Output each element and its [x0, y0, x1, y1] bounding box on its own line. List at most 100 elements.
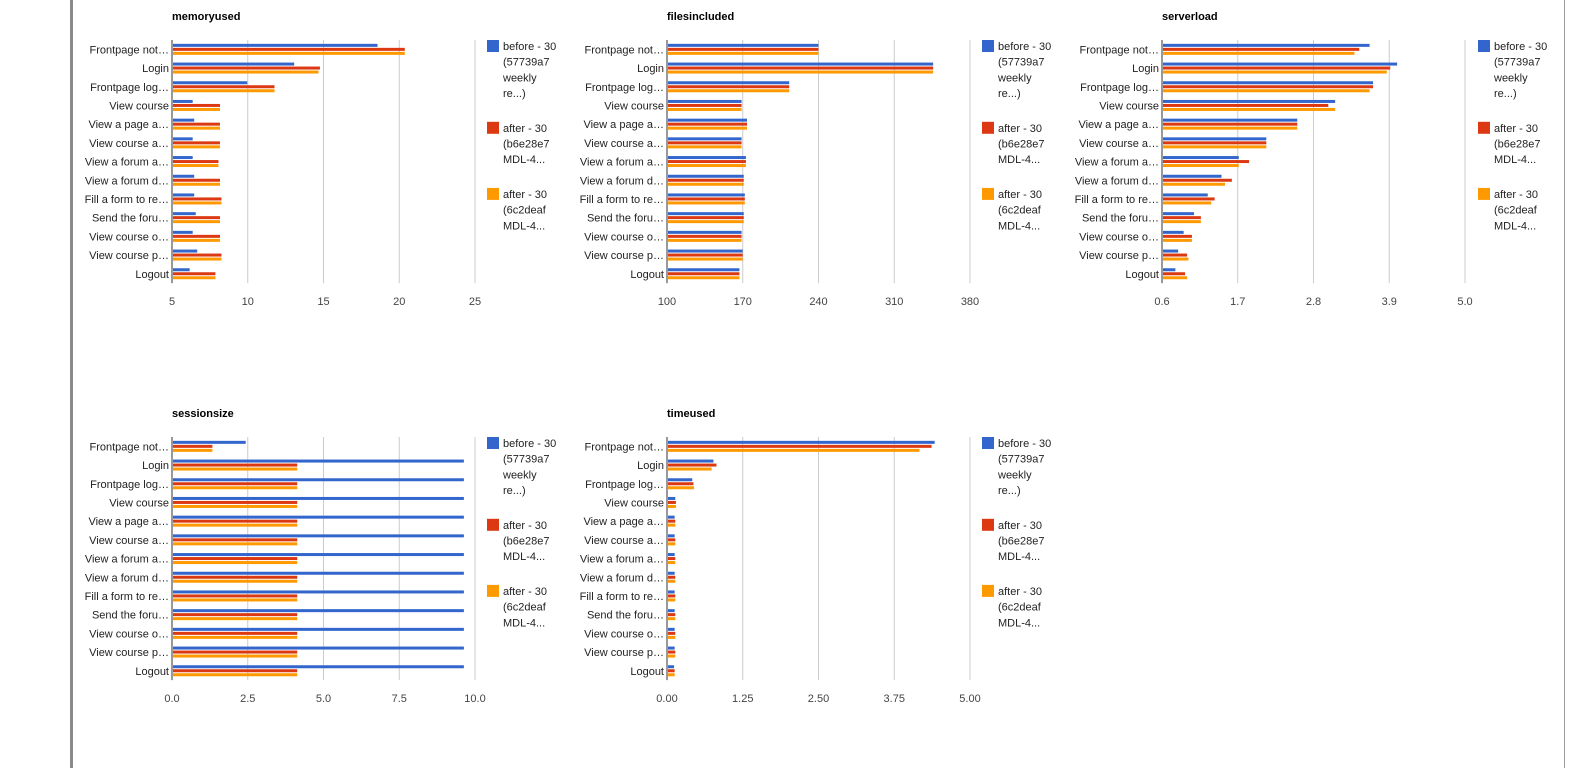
- bar-serverload-s1[interactable]: [1163, 197, 1215, 201]
- bar-memoryused-s0[interactable]: [173, 268, 190, 272]
- bar-timeused-s2[interactable]: [668, 579, 676, 583]
- bar-memoryused-s0[interactable]: [173, 156, 193, 160]
- bar-sessionsize-s1[interactable]: [173, 500, 298, 504]
- bar-timeused-s1[interactable]: [668, 557, 676, 561]
- bar-filesincluded-s2[interactable]: [668, 164, 746, 168]
- bar-serverload-s2[interactable]: [1163, 201, 1212, 205]
- bar-serverload-s2[interactable]: [1163, 182, 1225, 186]
- bar-timeused-s0[interactable]: [668, 590, 675, 594]
- bar-serverload-s1[interactable]: [1163, 122, 1298, 126]
- bar-serverload-s0[interactable]: [1163, 156, 1239, 160]
- bar-serverload-s1[interactable]: [1163, 272, 1186, 276]
- bar-memoryused-s1[interactable]: [173, 253, 222, 257]
- bar-memoryused-s0[interactable]: [173, 137, 193, 141]
- bar-sessionsize-s0[interactable]: [173, 609, 464, 613]
- bar-filesincluded-s2[interactable]: [668, 201, 745, 205]
- bar-filesincluded-s1[interactable]: [668, 272, 740, 276]
- bar-timeused-s0[interactable]: [668, 440, 935, 444]
- bar-serverload-s1[interactable]: [1163, 178, 1232, 182]
- bar-serverload-s0[interactable]: [1163, 230, 1184, 234]
- bar-timeused-s0[interactable]: [668, 478, 693, 482]
- bar-serverload-s0[interactable]: [1163, 81, 1374, 85]
- bar-serverload-s2[interactable]: [1163, 107, 1336, 111]
- bar-filesincluded-s0[interactable]: [668, 43, 819, 47]
- bar-timeused-s2[interactable]: [668, 467, 712, 471]
- bar-timeused-s2[interactable]: [668, 448, 920, 452]
- bar-timeused-s2[interactable]: [668, 635, 676, 639]
- bar-sessionsize-s0[interactable]: [173, 571, 464, 575]
- bar-sessionsize-s0[interactable]: [173, 646, 464, 650]
- bar-memoryused-s1[interactable]: [173, 234, 220, 238]
- bar-timeused-s1[interactable]: [668, 650, 676, 654]
- bar-serverload-s0[interactable]: [1163, 212, 1194, 216]
- bar-filesincluded-s2[interactable]: [668, 145, 742, 149]
- bar-serverload-s2[interactable]: [1163, 145, 1267, 149]
- bar-filesincluded-s0[interactable]: [668, 118, 747, 122]
- bar-filesincluded-s2[interactable]: [668, 107, 742, 111]
- bar-timeused-s2[interactable]: [668, 504, 676, 508]
- bar-timeused-s0[interactable]: [668, 665, 675, 669]
- bar-memoryused-s0[interactable]: [173, 81, 248, 85]
- bar-filesincluded-s1[interactable]: [668, 160, 746, 164]
- bar-serverload-s0[interactable]: [1163, 268, 1176, 272]
- bar-memoryused-s1[interactable]: [173, 160, 219, 164]
- bar-filesincluded-s0[interactable]: [668, 230, 742, 234]
- bar-memoryused-s2[interactable]: [173, 164, 219, 168]
- bar-memoryused-s0[interactable]: [173, 99, 193, 103]
- bar-memoryused-s2[interactable]: [173, 145, 220, 149]
- bar-sessionsize-s2[interactable]: [173, 635, 298, 639]
- bar-timeused-s1[interactable]: [668, 463, 717, 467]
- bar-filesincluded-s2[interactable]: [668, 238, 742, 242]
- bar-serverload-s1[interactable]: [1163, 66, 1391, 70]
- bar-memoryused-s1[interactable]: [173, 122, 220, 126]
- bar-sessionsize-s1[interactable]: [173, 669, 298, 673]
- bar-timeused-s0[interactable]: [668, 534, 675, 538]
- bar-serverload-s2[interactable]: [1163, 51, 1355, 55]
- bar-memoryused-s1[interactable]: [173, 197, 222, 201]
- bar-serverload-s0[interactable]: [1163, 99, 1336, 103]
- bar-serverload-s0[interactable]: [1163, 43, 1370, 47]
- bar-filesincluded-s0[interactable]: [668, 268, 740, 272]
- bar-sessionsize-s0[interactable]: [173, 496, 464, 500]
- bar-memoryused-s2[interactable]: [173, 70, 319, 74]
- bar-memoryused-s2[interactable]: [173, 201, 222, 205]
- bar-memoryused-s0[interactable]: [173, 249, 198, 253]
- bar-filesincluded-s2[interactable]: [668, 257, 743, 261]
- bar-serverload-s2[interactable]: [1163, 238, 1192, 242]
- bar-filesincluded-s1[interactable]: [668, 197, 745, 201]
- bar-sessionsize-s0[interactable]: [173, 665, 464, 669]
- bar-timeused-s1[interactable]: [668, 500, 676, 504]
- bar-sessionsize-s1[interactable]: [173, 463, 298, 467]
- bar-sessionsize-s0[interactable]: [173, 440, 246, 444]
- bar-sessionsize-s2[interactable]: [173, 561, 298, 565]
- bar-serverload-s0[interactable]: [1163, 118, 1298, 122]
- bar-memoryused-s1[interactable]: [173, 272, 216, 276]
- bar-timeused-s0[interactable]: [668, 609, 675, 613]
- bar-memoryused-s2[interactable]: [173, 89, 275, 93]
- bar-serverload-s2[interactable]: [1163, 70, 1387, 74]
- bar-memoryused-s2[interactable]: [173, 276, 216, 280]
- bar-timeused-s2[interactable]: [668, 542, 676, 546]
- bar-filesincluded-s2[interactable]: [668, 126, 747, 130]
- bar-sessionsize-s1[interactable]: [173, 594, 298, 598]
- bar-filesincluded-s1[interactable]: [668, 253, 743, 257]
- bar-serverload-s1[interactable]: [1163, 103, 1329, 107]
- bar-sessionsize-s1[interactable]: [173, 557, 298, 561]
- bar-sessionsize-s2[interactable]: [173, 598, 298, 602]
- bar-filesincluded-s0[interactable]: [668, 193, 745, 197]
- bar-timeused-s1[interactable]: [668, 669, 675, 673]
- bar-sessionsize-s0[interactable]: [173, 627, 464, 631]
- bar-memoryused-s0[interactable]: [173, 62, 295, 66]
- bar-timeused-s2[interactable]: [668, 673, 675, 677]
- bar-sessionsize-s0[interactable]: [173, 459, 464, 463]
- bar-serverload-s1[interactable]: [1163, 47, 1360, 51]
- bar-serverload-s0[interactable]: [1163, 249, 1179, 253]
- bar-filesincluded-s1[interactable]: [668, 216, 744, 220]
- bar-memoryused-s2[interactable]: [173, 51, 405, 55]
- bar-timeused-s1[interactable]: [668, 631, 676, 635]
- bar-sessionsize-s2[interactable]: [173, 579, 298, 583]
- bar-memoryused-s2[interactable]: [173, 182, 220, 186]
- bar-filesincluded-s2[interactable]: [668, 51, 819, 55]
- bar-filesincluded-s2[interactable]: [668, 89, 790, 93]
- bar-sessionsize-s1[interactable]: [173, 650, 298, 654]
